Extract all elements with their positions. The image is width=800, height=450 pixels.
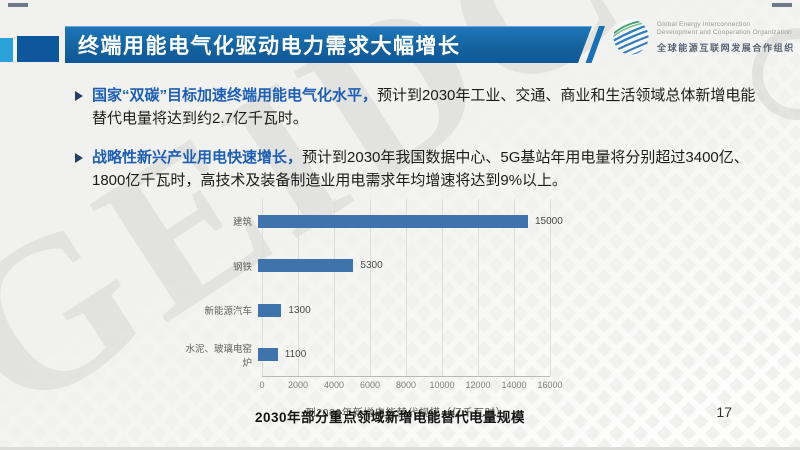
logo-text: Global Energy Interconnection Developmen… (657, 21, 795, 54)
x-tick-label: 8000 (395, 380, 417, 390)
bullet-text: 国家“双碳”目标加速终端用能电气化水平，预计到2030年工业、交通、商业和生活领… (92, 87, 756, 127)
x-tick-label: 0 (259, 380, 265, 390)
chart-row: 水泥、玻璃电窑炉 1100 (180, 333, 550, 378)
gridline (550, 199, 551, 376)
bar-chart: 建筑 15000 钢铁 5300 新能源汽车 1300 水泥、玻璃电窑炉 1100 0 2000… (180, 199, 600, 420)
bottom-edge (0, 447, 800, 450)
category-label: 建筑 (232, 217, 252, 229)
bullet-highlight: 国家“双碳”目标加速终端用能电气化水平， (92, 87, 378, 104)
title-bar: 终端用能电气化驱动电力需求大幅增长 (65, 26, 592, 63)
value-label: 5300 (360, 260, 383, 272)
x-tick-label: 4000 (323, 380, 345, 390)
x-tick-label: 16000 (537, 380, 563, 390)
bar-track: 15000 (258, 214, 563, 228)
bullet-text: 战略性新兴产业用电快速增长，预计到2030年我国数据中心、5G基站年用电量将分别… (92, 149, 749, 189)
category-label: 水泥、玻璃电窑炉 (185, 343, 252, 369)
x-tick-label: 10000 (429, 380, 455, 390)
gridline (478, 199, 479, 376)
header-accent-dark-square (17, 36, 59, 62)
chart-row: 钢铁 5300 (180, 244, 550, 289)
bar (258, 348, 278, 362)
bullet-list: 国家“双碳”目标加速终端用能电气化水平，预计到2030年工业、交通、商业和生活领… (72, 84, 762, 208)
category-label: 新能源汽车 (204, 306, 252, 318)
chart-row: 建筑 15000 (180, 199, 563, 244)
page-title: 终端用能电气化驱动电力需求大幅增长 (78, 34, 461, 58)
gridline (406, 199, 407, 376)
x-tick-label: 2000 (287, 380, 309, 390)
value-label: 1300 (288, 304, 311, 316)
x-tick-label: 14000 (501, 380, 527, 390)
header-accent-light-square (0, 38, 13, 62)
globe-icon (613, 19, 649, 55)
chart-caption: 2030年部分重点领域新增电能替代电量规模 (254, 410, 526, 425)
category-label: 钢铁 (232, 261, 252, 273)
chart-rows: 建筑 15000 钢铁 5300 新能源汽车 1300 水泥、玻璃电窑炉 1100 (180, 199, 563, 378)
gridline (370, 199, 371, 376)
logo-text-en-line2: Development and Cooperation Organization (657, 29, 792, 36)
x-axis-title: 到2030年新增电能替代规模（亿千瓦时） (305, 407, 507, 419)
chart-grid (262, 199, 551, 377)
ring-decoration (752, 28, 800, 120)
bullet-highlight: 战略性新兴产业用电快速增长， (92, 149, 303, 166)
bar (258, 214, 528, 228)
bar (258, 259, 354, 273)
logo-text-en-line1: Global Energy Interconnection (657, 20, 751, 28)
logo-text-zh: 全球能源互联网发展合作组织 (657, 42, 795, 53)
bar-track: 1100 (258, 348, 546, 362)
chart-row: 新能源汽车 1300 (180, 288, 550, 333)
gridline (442, 199, 443, 376)
geidco-logo: Global Energy Interconnection Developmen… (612, 18, 795, 56)
value-label: 1100 (284, 349, 307, 361)
bullet-item: 国家“双碳”目标加速终端用能电气化水平，预计到2030年工业、交通、商业和生活领… (72, 84, 762, 130)
gridline (334, 199, 335, 376)
value-label: 15000 (535, 215, 563, 227)
arrow-bullet-icon (75, 91, 83, 101)
bar (258, 303, 282, 317)
gridline (298, 199, 299, 376)
top-right-edge-mark (772, 3, 792, 7)
bar-track: 1300 (258, 303, 546, 317)
gridline (514, 199, 515, 376)
x-tick-label: 6000 (359, 380, 381, 390)
bullet-item: 战略性新兴产业用电快速增长，预计到2030年我国数据中心、5G基站年用电量将分别… (72, 146, 762, 192)
gridline (262, 199, 263, 376)
arrow-bullet-icon (75, 153, 83, 163)
x-axis-ticks: 0 2000 4000 6000 8000 10000 12000 14000 16000 (180, 380, 600, 392)
bar-track: 5300 (258, 259, 546, 273)
top-left-edge-mark (8, 3, 28, 7)
x-tick-label: 12000 (465, 380, 491, 390)
page-number: 17 (716, 404, 732, 420)
